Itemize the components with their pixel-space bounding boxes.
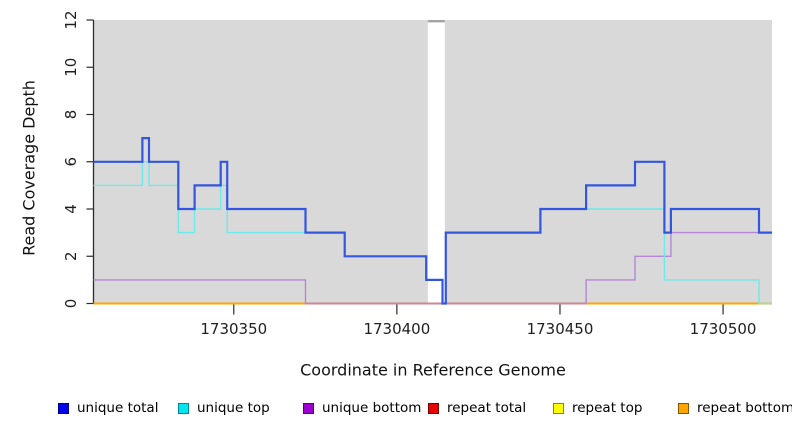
legend-swatch-unique-total — [58, 403, 69, 414]
series-line-unique-total — [93, 137, 772, 305]
legend-swatch-unique-bottom — [303, 403, 314, 414]
legend-label-unique-total: unique total — [77, 400, 159, 416]
legend-item-repeat-top: repeat top — [553, 400, 643, 416]
legend-item-unique-total: unique total — [58, 400, 159, 416]
y-axis-title: Read Coverage Depth — [19, 80, 39, 256]
legend-item-repeat-bottom: repeat bottom — [678, 400, 792, 416]
legend-label-unique-top: unique top — [197, 400, 270, 416]
x-tick-label: 1730350 — [200, 320, 267, 338]
series-line-unique-bottom — [93, 231, 772, 305]
legend-label-repeat-total: repeat total — [447, 400, 527, 416]
legend-item-unique-bottom: unique bottom — [303, 400, 422, 416]
x-tick-label: 1730500 — [690, 320, 757, 338]
y-tick-label: 10 — [62, 58, 80, 77]
y-tick-label: 0 — [62, 299, 80, 309]
y-tick-label: 2 — [62, 251, 80, 261]
legend-swatch-repeat-total — [428, 403, 439, 414]
y-tick-label: 6 — [62, 157, 80, 167]
y-tick-label: 4 — [62, 204, 80, 214]
x-tick-label: 1730450 — [527, 320, 594, 338]
masked-region-cap — [427, 20, 445, 23]
legend-item-repeat-total: repeat total — [428, 400, 527, 416]
legend-label-unique-bottom: unique bottom — [322, 400, 422, 416]
legend-swatch-repeat-bottom — [678, 403, 689, 414]
legend-swatch-unique-top — [178, 403, 189, 414]
legend-label-repeat-bottom: repeat bottom — [697, 400, 792, 416]
legend-swatch-repeat-top — [553, 403, 564, 414]
y-tick-label: 8 — [62, 110, 80, 120]
x-axis-title: Coordinate in Reference Genome — [300, 360, 566, 380]
masked-region — [427, 20, 445, 304]
legend-label-repeat-top: repeat top — [572, 400, 643, 416]
y-tick-label: 12 — [62, 10, 80, 29]
legend-item-unique-top: unique top — [178, 400, 270, 416]
x-tick-label: 1730400 — [363, 320, 430, 338]
